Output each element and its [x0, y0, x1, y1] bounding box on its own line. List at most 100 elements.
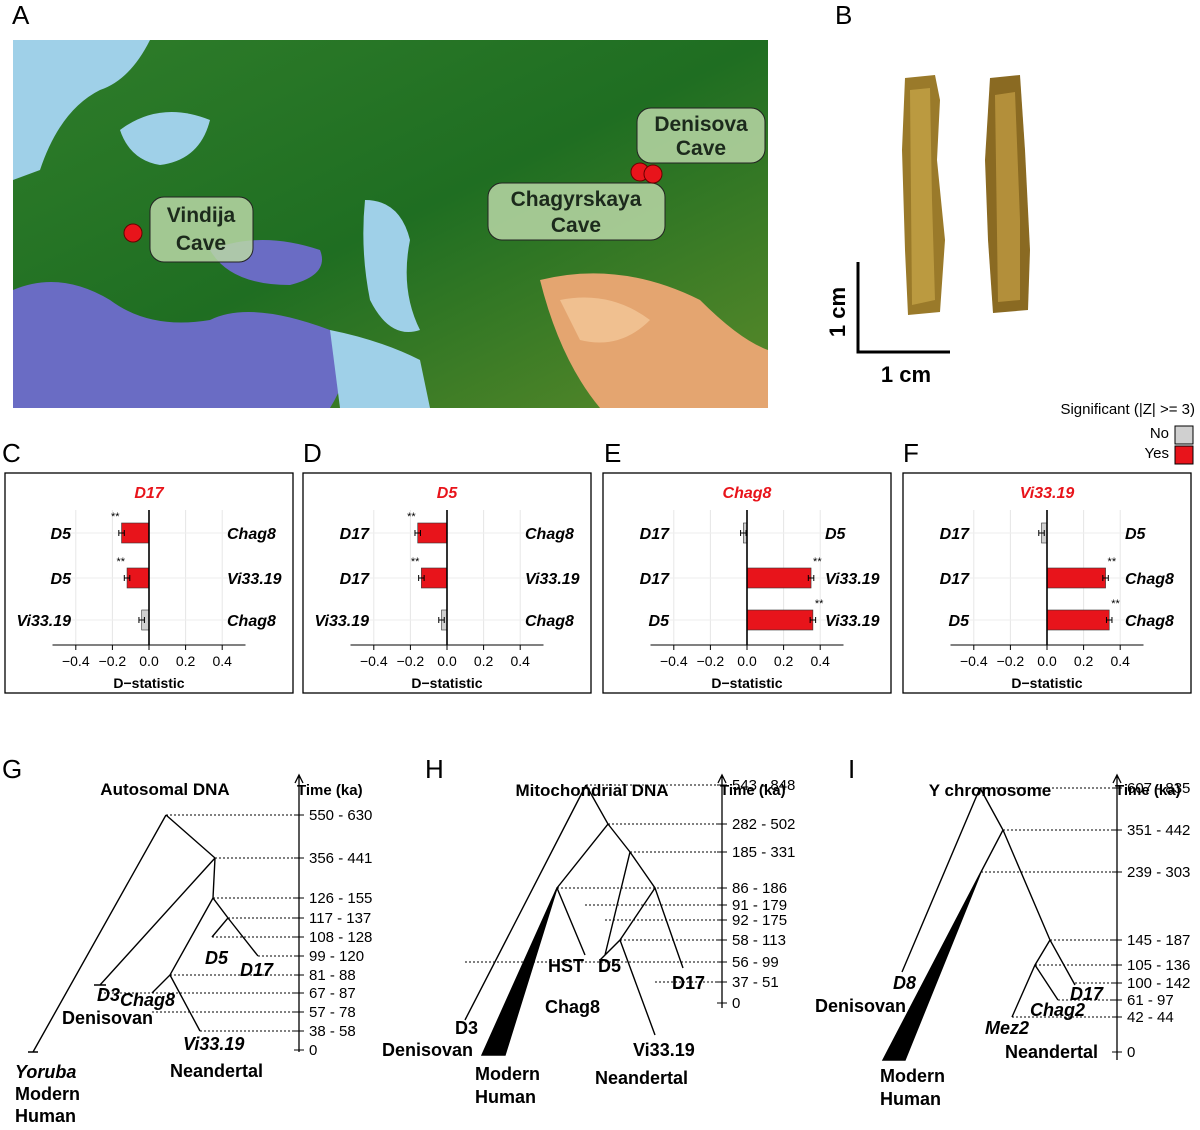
- map-label: Cave: [551, 214, 601, 237]
- time-label: 239 - 303: [1127, 864, 1190, 881]
- row-label: D17: [640, 526, 670, 543]
- time-label: 356 - 441: [309, 850, 372, 867]
- x-tick-label: −0.2: [697, 653, 725, 669]
- time-label: 550 - 630: [309, 807, 372, 824]
- error-bar: [1102, 575, 1109, 581]
- time-axis: [717, 773, 727, 1008]
- x-tick-label: 0.2: [474, 653, 494, 669]
- panel-label: D: [303, 438, 322, 468]
- error-bar: [438, 617, 445, 623]
- x-tick-label: −0.4: [660, 653, 688, 669]
- error-bar: [740, 530, 747, 536]
- x-tick-label: −0.4: [62, 653, 90, 669]
- chart-title: Vi33.19: [1020, 485, 1075, 502]
- tree-label: Vi33.19: [183, 1034, 244, 1054]
- x-tick-label: −0.2: [99, 653, 127, 669]
- row-label: Chag8: [227, 526, 276, 543]
- time-label: 145 - 187: [1127, 932, 1190, 949]
- time-label: 57 - 78: [309, 1004, 356, 1021]
- row-label: Vi33.19: [825, 571, 880, 588]
- panel-label: C: [2, 438, 21, 468]
- scale-label: 1 cm: [881, 362, 931, 387]
- x-axis-label: D−statistic: [1011, 675, 1082, 691]
- chart-frame: [602, 472, 892, 694]
- tree-label: Modern: [475, 1064, 540, 1084]
- tree-label: Chag8: [545, 997, 600, 1017]
- tree-label: Denisovan: [815, 996, 906, 1016]
- x-tick-label: −0.2: [997, 653, 1025, 669]
- error-bar: [138, 617, 145, 623]
- bar: [121, 522, 150, 544]
- error-bar: [809, 617, 817, 623]
- map: Denisova Cave Chagyrskaya Cave Vindija C…: [13, 40, 768, 408]
- chart-title: D17: [134, 485, 164, 502]
- tree-label: Denisovan: [382, 1040, 473, 1060]
- tree-label: D17: [672, 973, 705, 993]
- legend-label: Yes: [1145, 445, 1169, 462]
- tree-label: Human: [475, 1087, 536, 1107]
- panel-label: E: [604, 438, 621, 468]
- row-label: D17: [640, 571, 670, 588]
- specimen-photo: 1 cm 1 cm: [825, 75, 1030, 387]
- time-header: Time (ka): [297, 782, 363, 799]
- error-bar: [123, 575, 131, 581]
- time-label: 0: [1127, 1044, 1135, 1061]
- chart-frame: [302, 472, 592, 694]
- time-label: 67 - 87: [309, 985, 356, 1002]
- time-label: 351 - 442: [1127, 822, 1190, 839]
- panel-label: B: [835, 0, 852, 30]
- significance-label: **: [411, 556, 420, 568]
- time-label: 37 - 51: [732, 974, 779, 991]
- row-label: D17: [340, 526, 370, 543]
- tree-label: Human: [880, 1089, 941, 1109]
- bar: [1046, 609, 1110, 631]
- significance-label: **: [1111, 598, 1120, 610]
- panel-label: F: [903, 438, 919, 468]
- row-label: D5: [1125, 526, 1147, 543]
- time-label: 86 - 186: [732, 880, 787, 897]
- significance-label: **: [407, 511, 416, 523]
- row-label: D17: [940, 526, 970, 543]
- row-label: Vi33.19: [525, 571, 580, 588]
- map-label: Cave: [176, 232, 226, 255]
- time-axis: [294, 773, 304, 1052]
- time-label: 126 - 155: [309, 890, 372, 907]
- error-bar: [1105, 617, 1113, 623]
- time-label: 0: [732, 995, 740, 1012]
- time-label: 607 - 835: [1127, 780, 1190, 797]
- x-tick-label: 0.2: [774, 653, 794, 669]
- tree-label: D17: [240, 960, 274, 980]
- time-header: Time (ka): [720, 782, 786, 799]
- time-label: 117 - 137: [309, 910, 371, 927]
- tree-label: D3: [97, 985, 120, 1005]
- tree-label: Mez2: [985, 1018, 1029, 1038]
- map-label: Vindija: [167, 204, 236, 227]
- x-tick-label: −0.4: [960, 653, 988, 669]
- x-axis-label: D−statistic: [711, 675, 782, 691]
- time-header: Time (ka): [1115, 782, 1181, 799]
- panel-label: G: [2, 754, 22, 784]
- panel-label: A: [12, 0, 30, 30]
- chart-frame: [902, 472, 1192, 694]
- tree-label: D3: [455, 1018, 478, 1038]
- time-label: 105 - 136: [1127, 957, 1190, 974]
- x-tick-label: 0.2: [176, 653, 196, 669]
- tree-title: Mitochondrial DNA: [516, 781, 669, 800]
- row-label: D5: [51, 571, 73, 588]
- x-tick-label: 0.2: [1074, 653, 1094, 669]
- row-label: Chag8: [1125, 571, 1174, 588]
- x-tick-label: 0.0: [1037, 653, 1057, 669]
- legend-swatch: [1174, 445, 1194, 465]
- bar: [746, 567, 812, 589]
- row-label: D5: [51, 526, 73, 543]
- map-label: Chagyrskaya: [511, 188, 642, 211]
- tree-label: D5: [205, 948, 229, 968]
- x-tick-label: 0.4: [212, 653, 232, 669]
- bar: [746, 609, 814, 631]
- time-label: 185 - 331: [732, 844, 795, 861]
- row-label: D17: [340, 571, 370, 588]
- time-label: 58 - 113: [732, 932, 786, 949]
- x-tick-label: 0.0: [139, 653, 159, 669]
- error-bar: [414, 530, 421, 536]
- row-label: Chag8: [227, 613, 276, 630]
